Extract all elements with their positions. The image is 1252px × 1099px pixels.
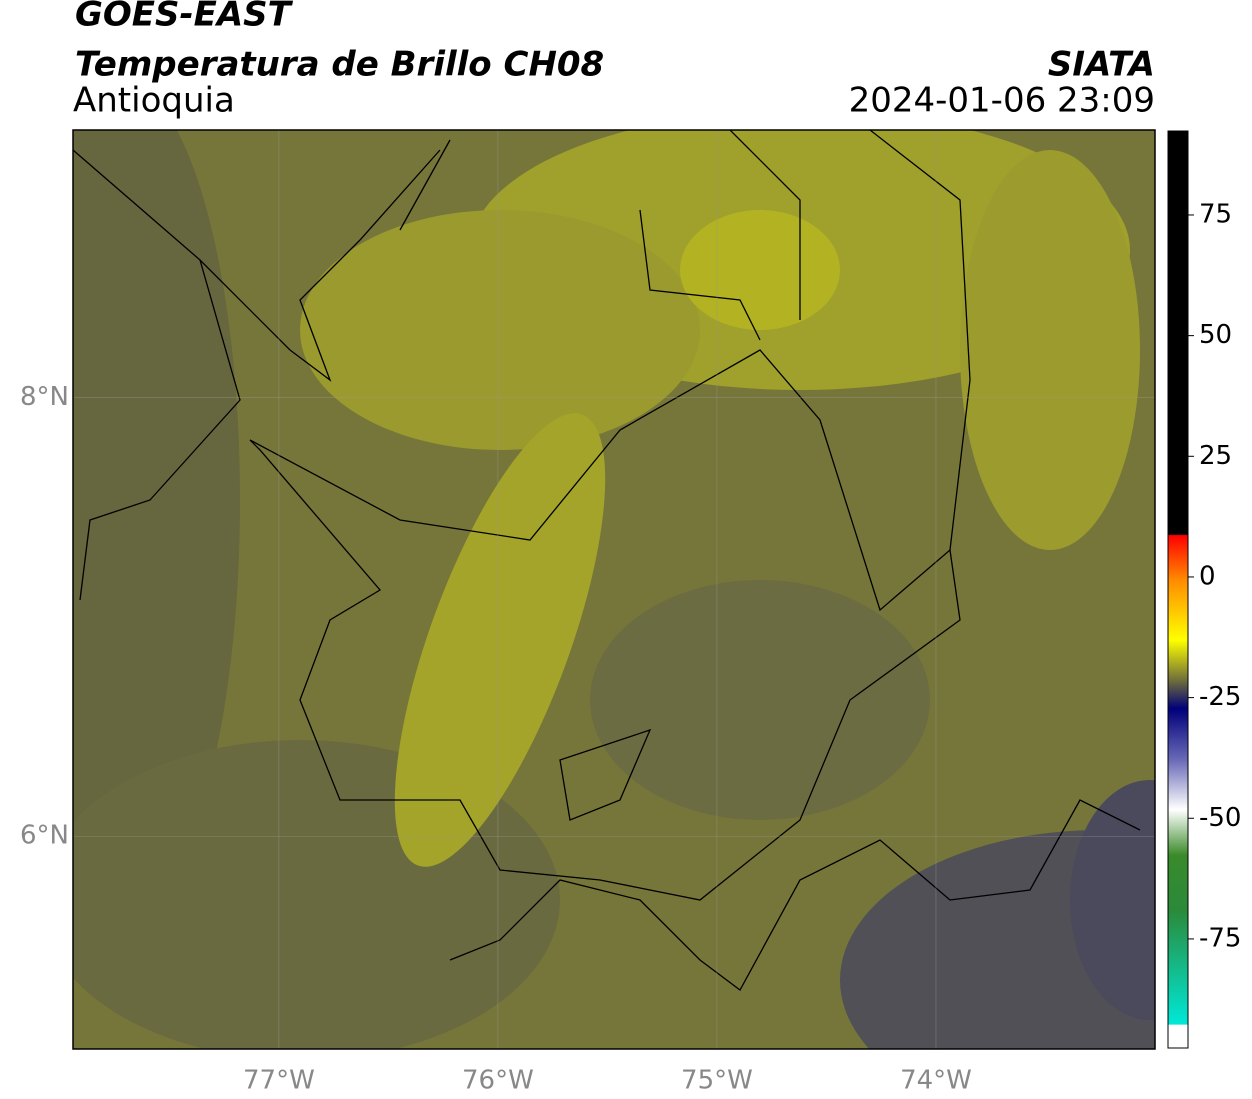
grid (73, 130, 1155, 1049)
lat-tick-label: 6°N (20, 821, 69, 851)
colorbar-tick-label: 0 (1199, 561, 1216, 591)
satellite-title: GOES-EAST (75, 0, 294, 35)
colorbar-tick-label: -25 (1199, 682, 1241, 712)
colorbar-tick-label: 50 (1199, 320, 1232, 350)
datetime: 2024-01-06 23:09 (849, 81, 1155, 121)
lon-tick-label: 75°W (681, 1066, 753, 1096)
map-frame (72, 129, 1156, 1050)
colorbar-tick-label: 25 (1199, 441, 1232, 471)
lat-tick-label: 8°N (20, 382, 69, 412)
colorbar-tick-label: -50 (1199, 803, 1241, 833)
colorbar (1167, 130, 1189, 1049)
map-image (73, 130, 1155, 1049)
colorbar-tick-label: -75 (1199, 923, 1241, 953)
lon-tick-label: 77°W (243, 1066, 315, 1096)
lon-tick-label: 74°W (900, 1066, 972, 1096)
product-title: Temperatura de Brillo CH08 (75, 45, 604, 85)
colorbar-tick-label: 75 (1199, 199, 1232, 229)
source: SIATA (1048, 45, 1155, 85)
region: Antioquia (73, 81, 235, 121)
lon-tick-label: 76°W (462, 1066, 534, 1096)
